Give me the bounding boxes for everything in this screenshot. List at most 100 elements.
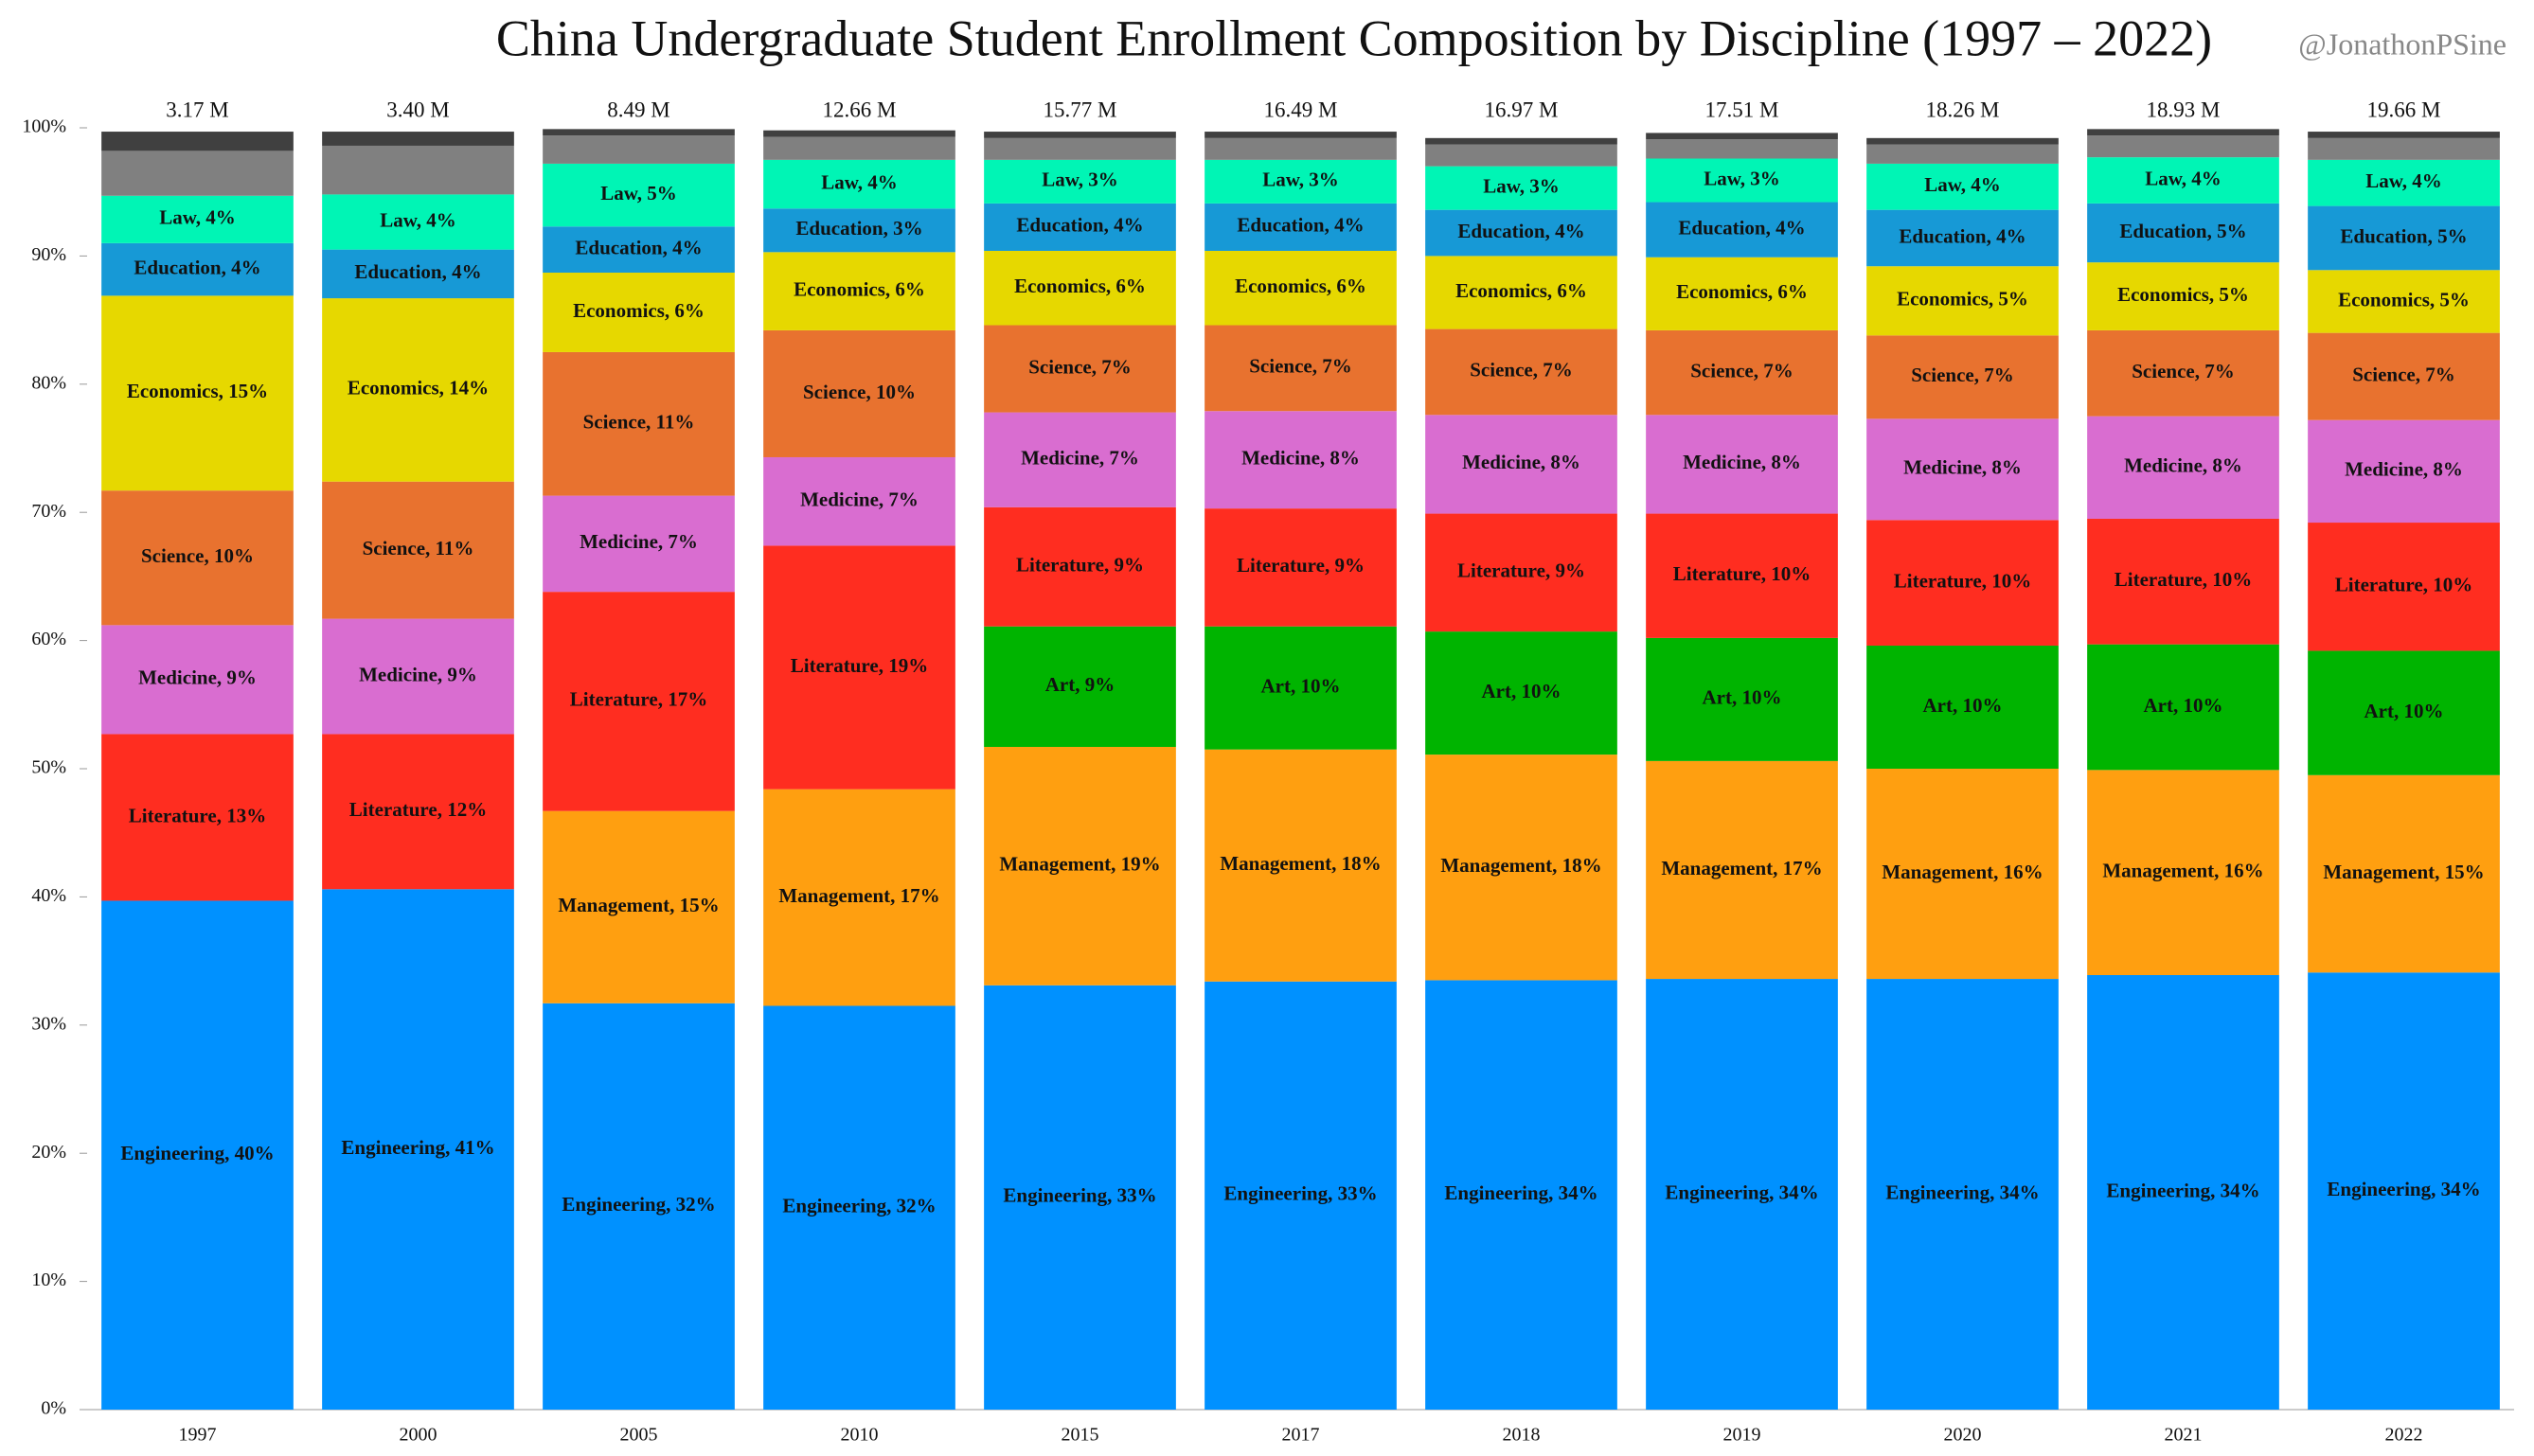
segment-label: Engineering, 34% xyxy=(2327,1178,2480,1200)
chart-title: China Undergraduate Student Enrollment C… xyxy=(496,9,2212,66)
bar-segment xyxy=(1866,646,2059,769)
bar-segment xyxy=(1425,631,1617,755)
segment-label: Law, 4% xyxy=(821,170,898,193)
bar-segment xyxy=(1866,266,2059,336)
segment-label: Literature, 9% xyxy=(1016,554,1144,577)
segment-label: Science, 10% xyxy=(803,381,916,403)
bar-segment xyxy=(763,208,955,253)
segment-label: Economics, 6% xyxy=(794,277,925,300)
segment-label: Medicine, 8% xyxy=(1462,451,1580,473)
bar-segment xyxy=(1425,328,1617,416)
bar-segment xyxy=(1866,144,2059,164)
segment-label: Economics, 5% xyxy=(1897,288,2028,311)
bar-segment xyxy=(1205,132,1397,138)
x-tick-label: 2005 xyxy=(620,1425,658,1446)
bar-segment xyxy=(763,329,955,457)
bar-segment xyxy=(763,252,955,330)
bar-segment xyxy=(543,129,735,136)
x-tick-label: 2021 xyxy=(2165,1425,2203,1446)
segment-label: Science, 7% xyxy=(1911,364,2013,386)
segment-label: Literature, 9% xyxy=(1237,554,1365,577)
segment-label: Law, 4% xyxy=(2145,167,2222,189)
bar-segment xyxy=(101,242,294,296)
bar-segment xyxy=(101,195,294,243)
bar-segment xyxy=(1425,137,1617,145)
segment-label: Medicine, 7% xyxy=(800,488,919,511)
segment-label: Law, 5% xyxy=(600,182,677,204)
bar-segment xyxy=(101,625,294,735)
segment-label: Science, 7% xyxy=(1249,355,1351,378)
segment-label: Education, 5% xyxy=(2119,220,2246,242)
bar-segment xyxy=(984,985,1176,1410)
segment-label: Education, 3% xyxy=(795,217,922,240)
bar-segment xyxy=(1646,415,1838,514)
bar-segment xyxy=(101,295,294,491)
bar-segment xyxy=(2087,770,2279,975)
y-tick-label: 100% xyxy=(22,116,66,137)
segment-label: Medicine, 8% xyxy=(2124,454,2242,477)
y-tick-label: 0% xyxy=(41,1398,66,1419)
bar-segment xyxy=(1425,415,1617,514)
segment-label: Law, 3% xyxy=(1483,174,1560,197)
y-tick-label: 30% xyxy=(31,1013,66,1034)
bar-segment xyxy=(2087,203,2279,263)
x-tick-label: 2000 xyxy=(400,1425,437,1446)
bar-segment xyxy=(2308,270,2500,333)
segment-label: Management, 16% xyxy=(2102,859,2263,881)
y-tick-label: 90% xyxy=(31,244,66,265)
bar-segment xyxy=(984,250,1176,326)
bar-segment xyxy=(984,325,1176,413)
segment-label: Economics, 5% xyxy=(2338,288,2470,311)
segment-label: Engineering, 32% xyxy=(782,1195,936,1217)
y-tick-label: 70% xyxy=(31,501,66,522)
bar-segment xyxy=(1205,325,1397,412)
total-label: 17.51 M xyxy=(1705,98,1779,121)
segment-label: Law, 4% xyxy=(159,206,236,229)
bar-segment xyxy=(543,163,735,227)
bar-segment xyxy=(2308,774,2500,973)
bar-segment xyxy=(1425,166,1617,210)
segment-label: Science, 7% xyxy=(2132,360,2234,382)
segment-label: Education, 5% xyxy=(2340,224,2467,247)
segment-label: Medicine, 8% xyxy=(1903,456,2022,479)
bar-segment xyxy=(763,545,955,790)
bar-segment xyxy=(2308,137,2500,160)
bar-segment xyxy=(1205,159,1397,204)
segment-label: Medicine, 8% xyxy=(1683,451,1801,473)
segment-label: Law, 4% xyxy=(1924,173,2001,196)
total-label: 8.49 M xyxy=(607,98,669,121)
segment-label: Art, 10% xyxy=(2364,700,2444,722)
segment-label: Education, 4% xyxy=(1016,214,1143,237)
x-tick-label: 2022 xyxy=(2385,1425,2423,1446)
bar-segment xyxy=(322,249,514,299)
x-tick-label: 2010 xyxy=(841,1425,879,1446)
bar-segment xyxy=(322,618,514,735)
bar-segment xyxy=(1425,980,1617,1410)
segment-label: Management, 18% xyxy=(1220,852,1381,875)
bar-segment xyxy=(984,506,1176,627)
bar-segment xyxy=(322,481,514,619)
bar-segment xyxy=(1425,755,1617,981)
bar-segment xyxy=(2087,135,2279,158)
y-tick-label: 60% xyxy=(31,629,66,649)
segment-label: Medicine, 8% xyxy=(1241,446,1360,469)
credit: @JonathonPSine xyxy=(2298,27,2507,61)
bar-segment xyxy=(543,351,735,496)
segment-label: Economics, 6% xyxy=(1014,275,1146,297)
bar-segment xyxy=(763,456,955,546)
bar-segment xyxy=(322,734,514,890)
bar-segment xyxy=(101,151,294,196)
segment-label: Education, 4% xyxy=(1237,214,1364,237)
segment-label: Engineering, 34% xyxy=(1665,1181,1818,1203)
bar-segment xyxy=(984,132,1176,138)
y-tick-label: 50% xyxy=(31,757,66,778)
segment-label: Literature, 10% xyxy=(2115,568,2252,591)
segment-label: Literature, 9% xyxy=(1457,559,1585,582)
bar-segment xyxy=(1646,133,1838,140)
y-tick-label: 20% xyxy=(31,1142,66,1163)
bar-segment xyxy=(1646,139,1838,159)
segment-label: Science, 11% xyxy=(363,537,474,559)
segment-label: Art, 9% xyxy=(1045,673,1115,696)
bar-segment xyxy=(2087,416,2279,519)
